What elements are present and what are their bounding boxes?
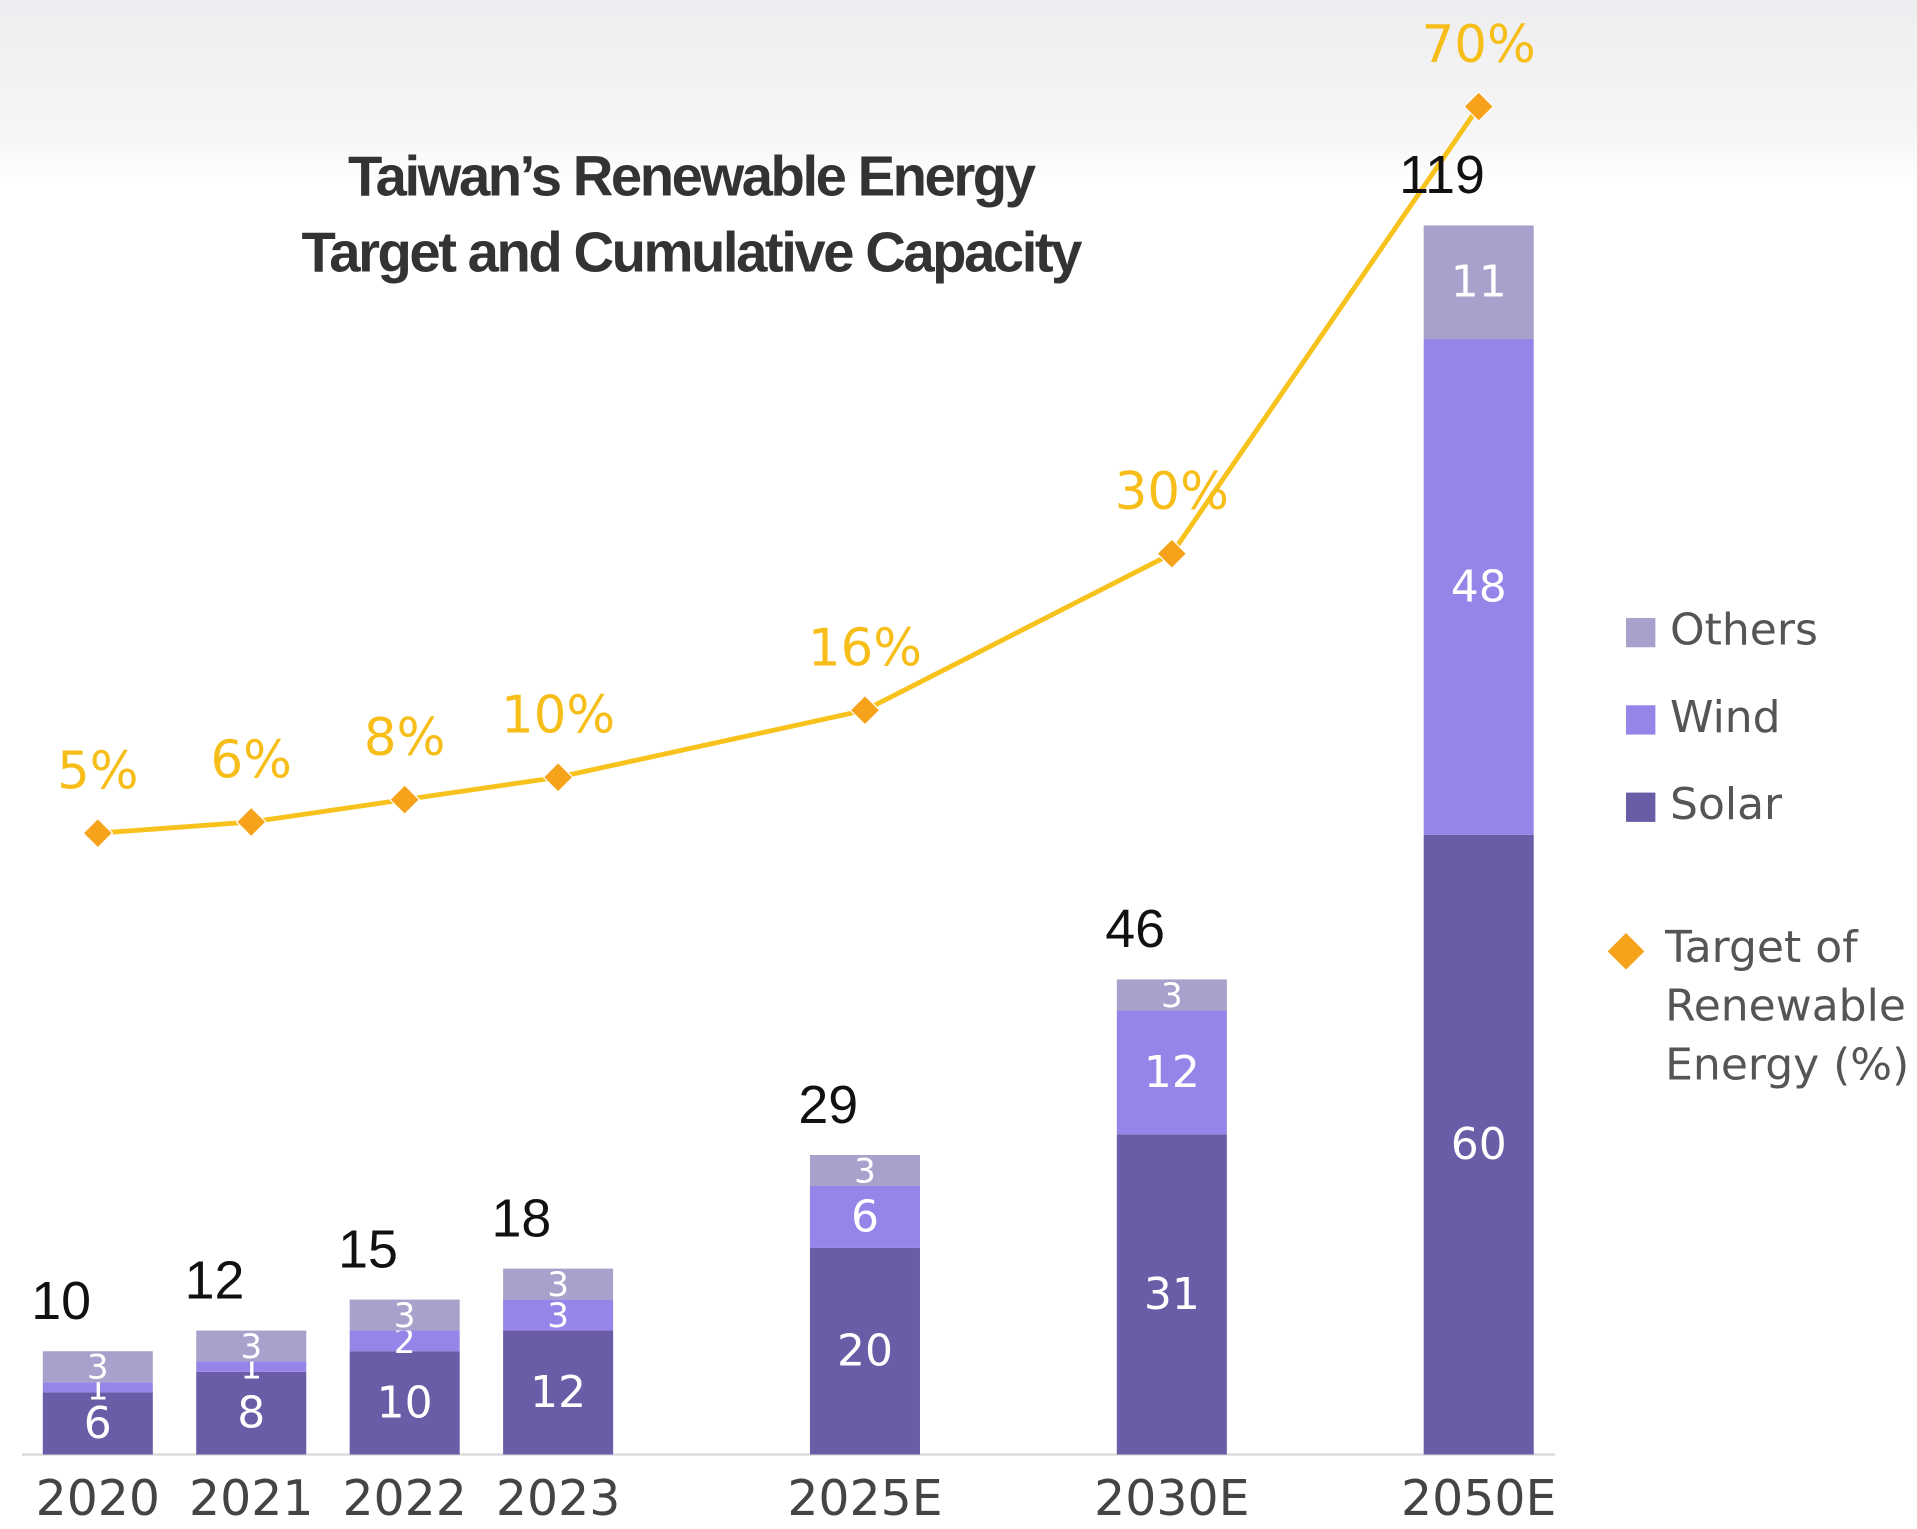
segment-label: 3 bbox=[240, 1327, 262, 1367]
bar-segment bbox=[1423, 225, 1534, 340]
segment-label: 60 bbox=[1451, 1119, 1507, 1170]
bar-segment bbox=[42, 1392, 153, 1455]
segment-label: 11 bbox=[1451, 257, 1507, 308]
segment-label: 6 bbox=[851, 1191, 879, 1242]
target-marker bbox=[82, 817, 114, 849]
segment-label: 10 bbox=[377, 1377, 433, 1428]
target-label: 5% bbox=[57, 742, 138, 802]
x-tick-label: 2030E bbox=[1094, 1470, 1249, 1527]
bar-segment bbox=[349, 1351, 460, 1455]
target-marker bbox=[389, 784, 421, 816]
bar-segment bbox=[349, 1330, 460, 1352]
bar-segment bbox=[809, 1185, 920, 1248]
x-tick-label: 2020 bbox=[36, 1470, 160, 1527]
target-marker bbox=[1463, 91, 1495, 123]
bar-segment bbox=[503, 1268, 614, 1300]
total-label: 18 bbox=[492, 1188, 552, 1248]
chart-title: Taiwan’s Renewable Energy Target and Cumu… bbox=[302, 145, 1083, 284]
legend-swatch bbox=[1626, 617, 1656, 648]
bar-segment bbox=[1116, 1010, 1227, 1135]
bar-segment bbox=[503, 1330, 614, 1455]
legend-marker bbox=[1607, 933, 1645, 970]
target-marker bbox=[542, 761, 574, 793]
bar-segment bbox=[1116, 1134, 1227, 1455]
bar-segment bbox=[809, 1154, 920, 1186]
legend-swatch bbox=[1626, 705, 1656, 735]
x-tick-label: 2025E bbox=[787, 1470, 942, 1527]
bar-segment bbox=[1116, 979, 1227, 1011]
x-tick-label: 2023 bbox=[496, 1470, 620, 1527]
bar-segment bbox=[1423, 339, 1534, 835]
legend-label: Others bbox=[1670, 605, 1818, 656]
legend-label: Wind bbox=[1670, 692, 1781, 743]
segment-label: 31 bbox=[1144, 1269, 1200, 1320]
total-label: 15 bbox=[338, 1219, 398, 1279]
target-label: 70% bbox=[1422, 15, 1536, 75]
target-label: 8% bbox=[364, 708, 445, 768]
segment-label: 12 bbox=[1144, 1047, 1200, 1098]
x-tick-label: 2021 bbox=[189, 1470, 313, 1527]
target-marker bbox=[1156, 538, 1188, 570]
bar-segment bbox=[1423, 834, 1534, 1455]
target-label: 6% bbox=[211, 730, 292, 790]
segment-label: 3 bbox=[87, 1348, 109, 1388]
segment-label: 3 bbox=[854, 1151, 876, 1191]
segment-label: 48 bbox=[1451, 561, 1507, 612]
bar-segment bbox=[349, 1299, 460, 1331]
bar-segment bbox=[42, 1351, 153, 1383]
bar-segment bbox=[42, 1382, 153, 1393]
segment-label: 3 bbox=[1161, 976, 1183, 1016]
total-label: 29 bbox=[798, 1075, 858, 1135]
segment-label: 3 bbox=[547, 1296, 569, 1336]
total-label: 46 bbox=[1105, 899, 1165, 959]
segment-label: 3 bbox=[394, 1296, 416, 1336]
bar-segment bbox=[503, 1299, 614, 1331]
segment-label: 20 bbox=[837, 1326, 893, 1377]
target-label: 30% bbox=[1115, 462, 1229, 522]
segment-label: 8 bbox=[237, 1388, 265, 1439]
target-marker bbox=[849, 694, 881, 726]
x-tick-label: 2050E bbox=[1401, 1470, 1556, 1527]
bar-segment bbox=[196, 1330, 307, 1362]
segment-label: 6 bbox=[84, 1398, 112, 1449]
target-label: 16% bbox=[808, 619, 922, 679]
target-marker bbox=[235, 806, 267, 838]
total-label: 12 bbox=[185, 1250, 245, 1310]
legend-label: Solar bbox=[1670, 779, 1783, 830]
segment-label: 3 bbox=[547, 1265, 569, 1305]
bar-segment bbox=[196, 1371, 307, 1455]
segment-label: 2 bbox=[394, 1322, 416, 1362]
total-label: 119 bbox=[1399, 145, 1485, 205]
annotation: 70% bbox=[1611, 73, 1720, 130]
legend-swatch bbox=[1626, 792, 1656, 822]
segment-label: 12 bbox=[530, 1367, 586, 1418]
total-label: 10 bbox=[31, 1271, 91, 1331]
x-tick-label: 2022 bbox=[342, 1470, 466, 1527]
legend-label: Target of Renewable Energy (%) bbox=[1664, 922, 1909, 1090]
target-label: 10% bbox=[501, 686, 615, 746]
bar-segment bbox=[196, 1361, 307, 1372]
bar-segment bbox=[809, 1247, 920, 1455]
